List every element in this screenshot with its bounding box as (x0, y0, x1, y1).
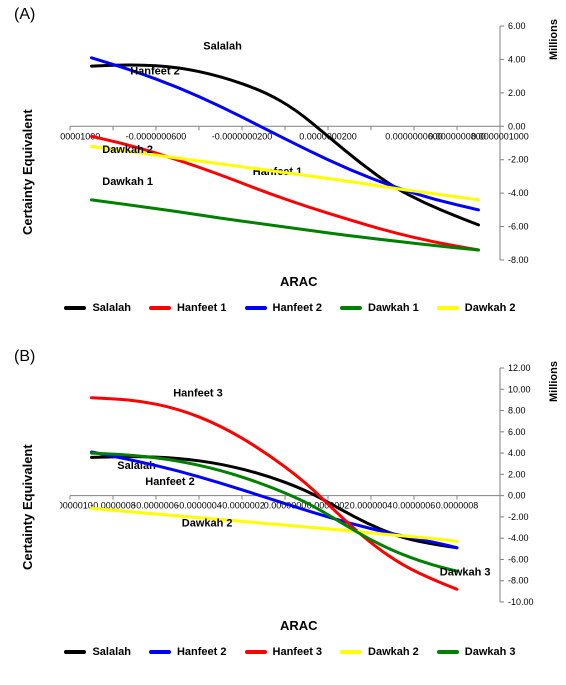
panel-a-xlabel: ARAC (280, 274, 318, 289)
series-label: Hanfeet 2 (130, 65, 180, 77)
legend-label: Dawkah 2 (465, 302, 516, 314)
svg-text:-0.0000002: -0.0000002 (219, 501, 265, 511)
svg-text:0.0000006: 0.0000006 (393, 501, 436, 511)
legend-label: Dawkah 1 (368, 302, 419, 314)
svg-text:12.00: 12.00 (508, 363, 531, 373)
legend-item: Dawkah 1 (340, 302, 419, 314)
legend-item: Salalah (64, 646, 131, 658)
legend-item: Salalah (64, 302, 131, 314)
legend-label: Dawkah 2 (368, 646, 419, 658)
legend-swatch (245, 306, 267, 310)
series-label: Dawkah 1 (102, 176, 153, 188)
legend-item: Hanfeet 2 (149, 646, 227, 658)
series-line (92, 508, 458, 541)
panel-a-label: (A) (14, 6, 35, 24)
legend-label: Salalah (92, 646, 131, 658)
legend-swatch (64, 650, 86, 654)
panel-b-millions: Millions (548, 361, 560, 402)
panel-b-label: (B) (14, 348, 35, 366)
legend-label: Dawkah 3 (465, 646, 516, 658)
legend-label: Salalah (92, 302, 131, 314)
svg-text:2.00: 2.00 (508, 88, 526, 98)
legend-swatch (437, 650, 459, 654)
panel-a-chart-wrap: -8.00 -6.00 -4.00 -2.00 0.00 2.00 4.00 6.00 -0.0… (60, 20, 552, 270)
svg-text:-0.0000000600: -0.0000000600 (126, 131, 187, 141)
series-label: Hanfeet 2 (145, 476, 195, 488)
svg-text:0.00: 0.00 (508, 121, 526, 131)
svg-text:10.00: 10.00 (508, 384, 531, 394)
panel-b-legend: Salalah Hanfeet 2 Hanfeet 3 Dawkah 2 Dawkah … (50, 646, 530, 658)
svg-text:-6.00: -6.00 (508, 554, 529, 564)
legend-swatch (64, 306, 86, 310)
svg-text:-0.0000006: -0.0000006 (133, 501, 179, 511)
panel-a-legend: Salalah Hanfeet 1 Hanfeet 2 Dawkah 1 Dawkah … (50, 302, 530, 314)
svg-text:-2.00: -2.00 (508, 155, 529, 165)
svg-text:0.00: 0.00 (508, 491, 526, 501)
legend-label: Hanfeet 1 (177, 302, 227, 314)
panel-a-chart: -8.00 -6.00 -4.00 -2.00 0.00 2.00 4.00 6.00 -0.0… (60, 20, 552, 270)
svg-text:-0.0000000200: -0.0000000200 (212, 131, 273, 141)
legend-item: Hanfeet 1 (149, 302, 227, 314)
svg-text:6.00: 6.00 (508, 427, 526, 437)
svg-text:2.00: 2.00 (508, 469, 526, 479)
series-label: Dawkah 2 (102, 144, 153, 156)
legend-swatch (149, 650, 171, 654)
legend-label: Hanfeet 2 (177, 646, 227, 658)
svg-text:4.00: 4.00 (508, 54, 526, 64)
page: { "panelA": { "label": "(A)", "type": "l… (0, 0, 566, 685)
svg-text:4.00: 4.00 (508, 448, 526, 458)
svg-text:-4.00: -4.00 (508, 188, 529, 198)
legend-item: Hanfeet 3 (245, 646, 323, 658)
panel-b-chart: -10.00 -8.00 -6.00 -4.00 -2.00 0.00 2.00 4.00 6.… (60, 362, 552, 612)
series-line (92, 398, 458, 589)
legend-swatch (149, 306, 171, 310)
legend-label: Hanfeet 3 (273, 646, 323, 658)
legend-item: Dawkah 3 (437, 646, 516, 658)
svg-text:-10.00: -10.00 (508, 597, 534, 607)
svg-text:-4.00: -4.00 (508, 533, 529, 543)
svg-text:-0.0000010: -0.0000010 (60, 501, 93, 511)
series-label: Dawkah 2 (182, 517, 233, 529)
legend-swatch (245, 650, 267, 654)
panel-b-chart-wrap: -10.00 -8.00 -6.00 -4.00 -2.00 0.00 2.00 4.00 6.… (60, 362, 552, 612)
panel-b-ylabel: Certainty Equivalent (20, 444, 35, 570)
series-line (92, 200, 479, 250)
svg-text:-6.00: -6.00 (508, 222, 529, 232)
svg-text:-0.0000004: -0.0000004 (176, 501, 222, 511)
svg-text:-8.00: -8.00 (508, 255, 529, 265)
legend-swatch (340, 650, 362, 654)
legend-swatch (340, 306, 362, 310)
legend-item: Hanfeet 2 (245, 302, 323, 314)
svg-text:-2.00: -2.00 (508, 512, 529, 522)
svg-text:0.0000001000: 0.0000001000 (471, 131, 529, 141)
legend-item: Dawkah 2 (437, 302, 516, 314)
legend-item: Dawkah 2 (340, 646, 419, 658)
svg-text:8.00: 8.00 (508, 406, 526, 416)
svg-text:0.0000004: 0.0000004 (350, 501, 393, 511)
series-label: Salalah (203, 40, 242, 52)
legend-swatch (437, 306, 459, 310)
panel-b-xlabel: ARAC (280, 618, 318, 633)
panel-a-ylabel: Certainty Equivalent (20, 109, 35, 235)
svg-text:-8.00: -8.00 (508, 576, 529, 586)
legend-label: Hanfeet 2 (273, 302, 323, 314)
panel-a-millions: Millions (548, 19, 560, 60)
series-label: Hanfeet 3 (173, 388, 223, 400)
svg-text:6.00: 6.00 (508, 21, 526, 31)
svg-text:0.0000008: 0.0000008 (436, 501, 479, 511)
series-label: Dawkah 3 (440, 566, 491, 578)
